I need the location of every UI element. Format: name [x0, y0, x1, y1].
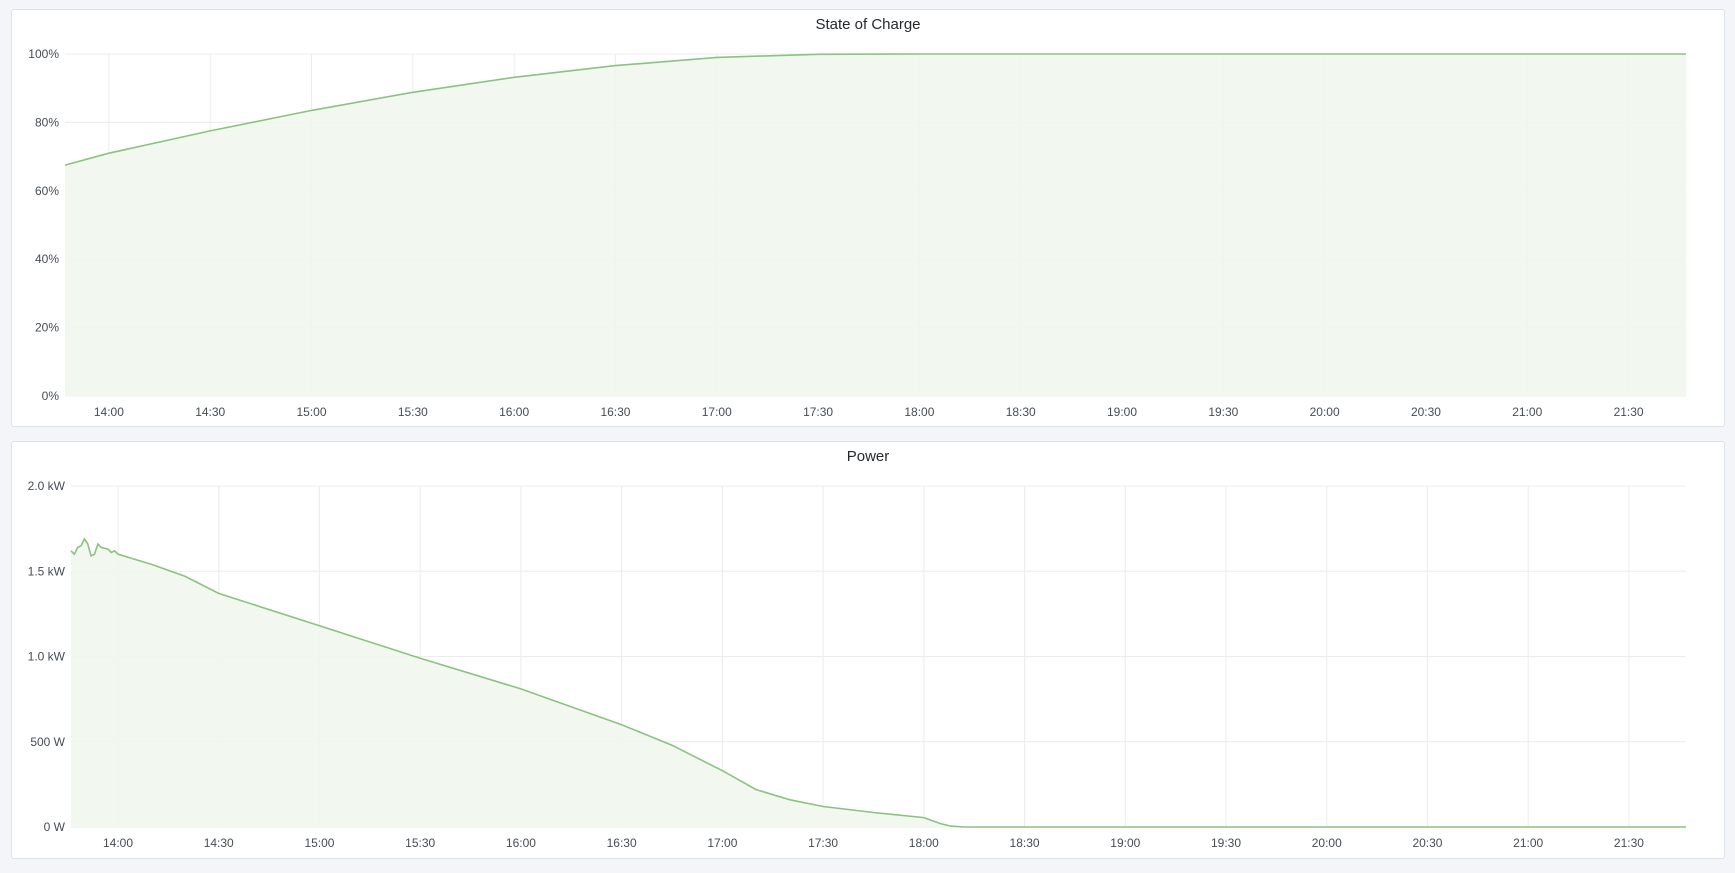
x-tick-label: 16:00 [506, 836, 536, 850]
x-tick-label: 19:30 [1211, 836, 1241, 850]
x-tick-label: 17:00 [707, 836, 737, 850]
y-tick-label: 0 W [44, 820, 66, 834]
x-tick-label: 14:30 [195, 405, 225, 419]
y-tick-label: 0% [42, 389, 60, 403]
power-chart: 0 W 500 W 1.0 kW 1.5 kW 2.0 kW 14:00 14:30 15:0… [28, 479, 1686, 850]
x-tick-label: 15:30 [405, 836, 435, 850]
series-line [64, 53, 1686, 166]
y-tick-label: 20% [35, 321, 59, 335]
x-tick-label: 14:30 [204, 836, 234, 850]
x-tick-label: 15:30 [398, 405, 428, 419]
x-tick-label: 17:30 [803, 405, 833, 419]
x-tick-label: 15:00 [297, 405, 327, 419]
y-tick-label: 1.5 kW [28, 564, 66, 578]
y-tick-label: 500 W [30, 735, 65, 749]
x-tick-label: 18:00 [909, 836, 939, 850]
x-tick-label: 20:30 [1412, 836, 1442, 850]
power-panel: Power 0 W 500 W 1.0 kW 1.5 kW 2.0 kW 14:00 14:… [11, 441, 1725, 859]
series-line [70, 537, 1686, 828]
panel-title: Power [846, 448, 890, 465]
soc-chart: 0% 20% 40% 60% 80% 100% 14:00 14:30 15:00 15:30 16… [28, 47, 1686, 419]
x-tick-label: 19:00 [1110, 836, 1140, 850]
x-tick-label: 18:00 [904, 405, 934, 419]
x-tick-label: 14:00 [94, 405, 124, 419]
x-tick-label: 21:30 [1614, 836, 1644, 850]
y-tick-label: 100% [28, 47, 59, 61]
series-area [71, 538, 1686, 827]
x-tick-label: 16:30 [607, 836, 637, 850]
y-tick-label: 1.0 kW [28, 650, 66, 664]
y-tick-label: 40% [35, 252, 59, 266]
x-tick-label: 16:00 [499, 405, 529, 419]
x-tick-label: 18:30 [1010, 836, 1040, 850]
x-tick-label: 17:00 [702, 405, 732, 419]
y-tick-label: 60% [35, 184, 59, 198]
x-tick-label: 15:00 [304, 836, 334, 850]
x-tick-label: 20:30 [1411, 405, 1441, 419]
x-tick-label: 18:30 [1006, 405, 1036, 419]
x-tick-label: 16:30 [600, 405, 630, 419]
x-tick-label: 19:30 [1208, 405, 1238, 419]
soc-panel: State of Charge 0% 20% 40% 60% 80% 100% 14:00 1… [11, 9, 1725, 427]
series-area [65, 54, 1686, 396]
x-tick-label: 20:00 [1312, 836, 1342, 850]
x-tick-label: 21:00 [1512, 405, 1542, 419]
panel-title: State of Charge [815, 16, 921, 33]
x-tick-label: 21:30 [1614, 405, 1644, 419]
x-tick-label: 20:00 [1310, 405, 1340, 419]
x-tick-label: 14:00 [103, 836, 133, 850]
x-tick-label: 21:00 [1513, 836, 1543, 850]
x-tick-label: 19:00 [1107, 405, 1137, 419]
y-tick-label: 80% [35, 115, 59, 129]
x-tick-label: 17:30 [808, 836, 838, 850]
y-tick-label: 2.0 kW [28, 479, 66, 493]
